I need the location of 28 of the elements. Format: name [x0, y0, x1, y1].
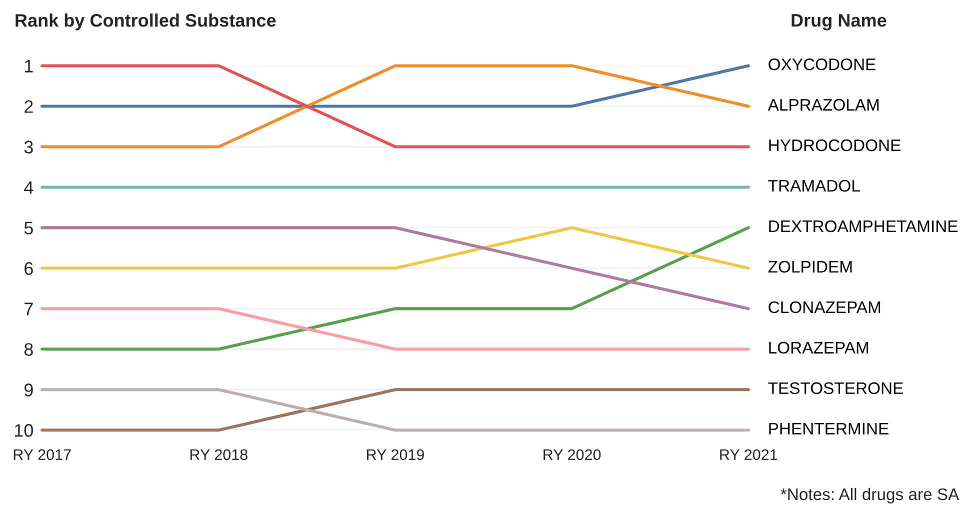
series-label: CLONAZEPAM [768, 301, 880, 314]
x-tick-label: RY 2020 [544, 449, 601, 460]
series-label: ALPRAZOLAM [768, 98, 879, 111]
text: *Notes: All drugs are SA [780, 488, 960, 504]
series-label: ZOLPIDEM [768, 260, 852, 273]
y-tick-label: 3 [24, 140, 33, 154]
chart-title: Rank by Controlled Substance [16, 14, 276, 30]
y-tick-label: 8 [24, 343, 33, 356]
y-tick-label: 10 [14, 424, 33, 437]
y-tick-label: 9 [24, 384, 33, 396]
series-label: OXYCODONE [768, 58, 876, 70]
series-label: TRAMADOL [768, 180, 860, 192]
y-tick-label: 1 [25, 60, 33, 72]
series-label: DEXTROAMPHETAMINE [769, 220, 958, 232]
y-tick-label: 5 [24, 222, 33, 234]
y-tick-label: 2 [24, 100, 33, 113]
series-label: HYDROCODONE [769, 139, 900, 152]
y-tick-label: 6 [24, 262, 33, 275]
y-tick-label: 4 [24, 181, 34, 194]
x-tick-label: RY 2019 [367, 449, 424, 460]
series-label: PHENTERMINE [769, 422, 888, 434]
legend-title: Drug Name [792, 14, 886, 30]
series-label: TESTOSTERONE [768, 382, 903, 394]
x-tick-label: RY 2021 [720, 449, 778, 460]
series-label: LORAZEPAM [769, 342, 868, 354]
x-tick-label: RY 2017 [14, 449, 71, 460]
y-tick-label: 7 [24, 302, 33, 316]
x-tick-label: RY 2018 [190, 449, 248, 460]
